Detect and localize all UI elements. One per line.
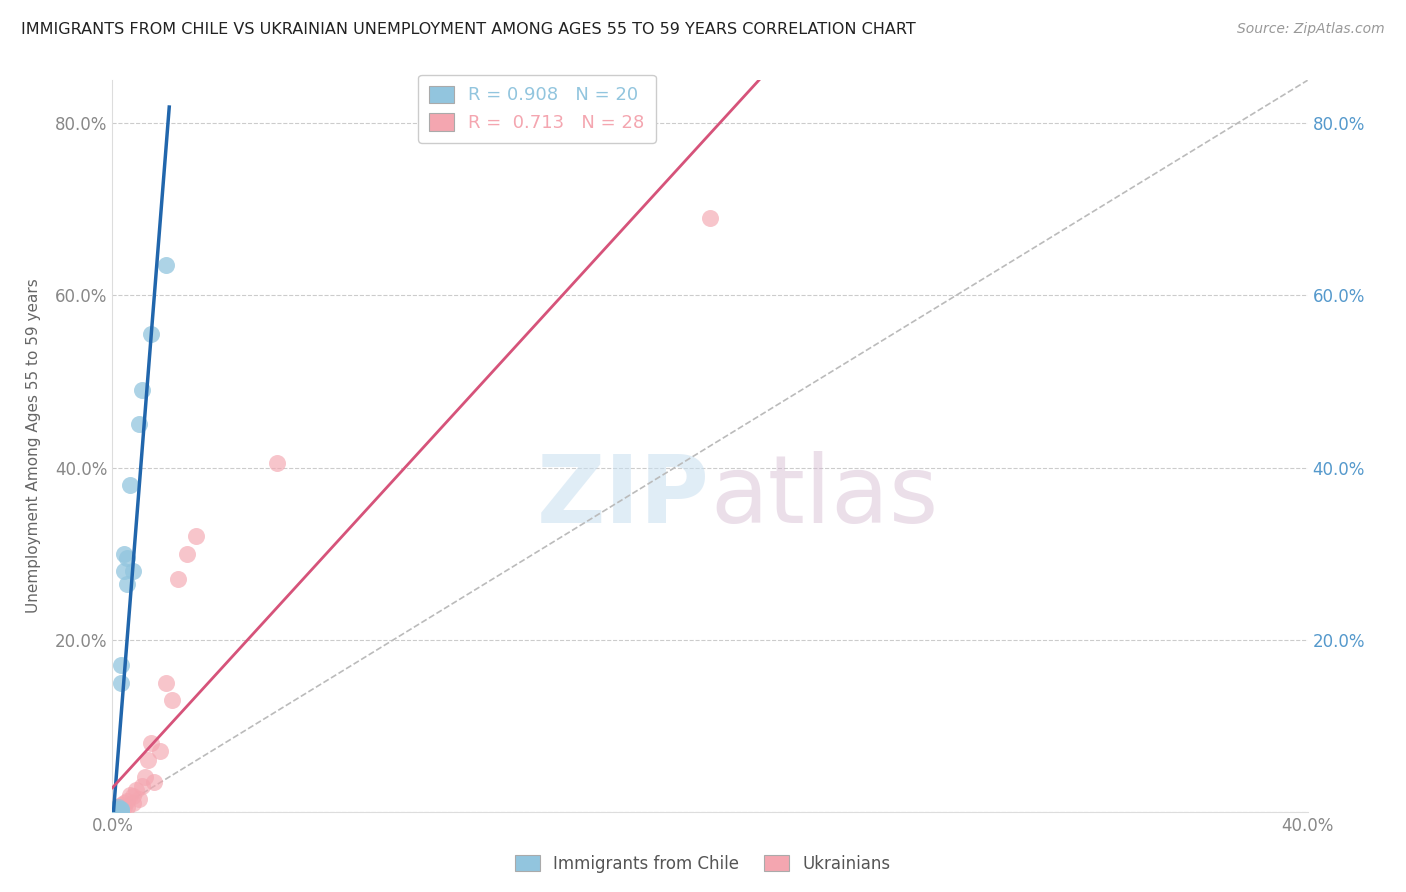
Point [114,799,135,814]
Point [110,797,132,812]
Point [138,753,160,767]
Point [104,804,127,818]
Point [155,675,177,690]
Point [107,802,129,816]
Point [114,547,135,561]
Point [122,564,145,578]
Point [107,804,129,818]
Point [131,779,153,793]
Point [110,658,132,673]
Point [110,675,132,690]
Point [117,550,139,565]
Point [128,417,150,432]
Point [107,803,129,817]
Point [699,211,721,225]
Point [122,796,145,810]
Point [143,774,166,789]
Point [186,529,208,543]
Point [117,794,139,808]
Point [120,788,142,802]
Point [104,802,127,816]
Point [114,564,135,578]
Point [176,547,198,561]
Point [104,804,127,818]
Point [149,744,172,758]
Point [110,802,132,816]
Point [125,783,148,797]
Point [141,736,163,750]
Point [110,804,132,818]
Text: IMMIGRANTS FROM CHILE VS UKRAINIAN UNEMPLOYMENT AMONG AGES 55 TO 59 YEARS CORREL: IMMIGRANTS FROM CHILE VS UKRAINIAN UNEMP… [21,22,915,37]
Point [104,803,127,817]
Point [110,803,132,817]
Point [266,456,288,470]
Point [128,792,150,806]
Y-axis label: Unemployment Among Ages 55 to 59 years: Unemployment Among Ages 55 to 59 years [27,278,41,614]
Legend: Immigrants from Chile, Ukrainians: Immigrants from Chile, Ukrainians [509,848,897,880]
Point [117,576,139,591]
Point [122,789,145,804]
Text: Source: ZipAtlas.com: Source: ZipAtlas.com [1237,22,1385,37]
Text: ZIP: ZIP [537,451,710,543]
Point [162,693,183,707]
Point [107,800,129,814]
Point [120,477,142,491]
Point [131,383,153,397]
Point [117,800,139,814]
Legend: R = 0.908   N = 20, R =  0.713   N = 28: R = 0.908 N = 20, R = 0.713 N = 28 [418,75,655,143]
Point [114,796,135,810]
Point [107,800,129,814]
Point [141,327,163,342]
Point [134,770,156,784]
Point [167,573,190,587]
Text: atlas: atlas [710,451,938,543]
Point [110,802,132,816]
Point [155,258,177,272]
